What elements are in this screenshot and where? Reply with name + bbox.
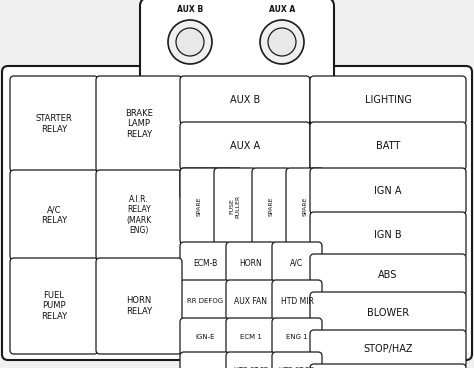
FancyBboxPatch shape (10, 258, 98, 354)
Text: A/C
RELAY: A/C RELAY (41, 205, 67, 225)
Circle shape (260, 20, 304, 64)
FancyBboxPatch shape (310, 364, 466, 368)
FancyBboxPatch shape (140, 0, 334, 86)
Text: ECM-B: ECM-B (193, 258, 217, 268)
FancyBboxPatch shape (272, 318, 322, 356)
FancyBboxPatch shape (272, 280, 322, 322)
FancyBboxPatch shape (180, 242, 230, 284)
Text: FUSE
PULLER: FUSE PULLER (229, 194, 240, 217)
Text: HORN: HORN (240, 258, 263, 268)
Text: RR DEFOG: RR DEFOG (187, 298, 223, 304)
Text: AUX A: AUX A (269, 6, 295, 14)
FancyBboxPatch shape (180, 76, 310, 124)
FancyBboxPatch shape (272, 242, 322, 284)
Text: STARTER
RELAY: STARTER RELAY (36, 114, 73, 134)
FancyBboxPatch shape (310, 254, 466, 296)
FancyBboxPatch shape (310, 292, 466, 334)
FancyBboxPatch shape (310, 168, 466, 214)
FancyBboxPatch shape (226, 318, 276, 356)
Text: BRAKE
LAMP
RELAY: BRAKE LAMP RELAY (125, 109, 153, 139)
Text: HORN
RELAY: HORN RELAY (126, 296, 152, 316)
Text: HTD ST-RR: HTD ST-RR (279, 367, 315, 368)
FancyBboxPatch shape (180, 168, 218, 244)
Text: LIGHTING: LIGHTING (365, 95, 411, 105)
Text: AUX B: AUX B (230, 95, 260, 105)
FancyBboxPatch shape (180, 352, 230, 368)
FancyBboxPatch shape (226, 352, 276, 368)
Text: SPARE: SPARE (302, 196, 308, 216)
FancyBboxPatch shape (180, 168, 242, 200)
FancyBboxPatch shape (310, 76, 466, 124)
Text: ECM 1: ECM 1 (240, 334, 262, 340)
Text: ABS: ABS (378, 270, 398, 280)
FancyBboxPatch shape (310, 122, 466, 170)
FancyBboxPatch shape (2, 66, 472, 360)
FancyBboxPatch shape (10, 170, 98, 260)
FancyBboxPatch shape (10, 76, 98, 172)
Text: ENG 1: ENG 1 (286, 334, 308, 340)
FancyBboxPatch shape (96, 170, 182, 260)
Text: FUEL
PUMP
RELAY: FUEL PUMP RELAY (41, 291, 67, 321)
FancyBboxPatch shape (96, 76, 182, 172)
Circle shape (268, 28, 296, 56)
Text: HTD MIR: HTD MIR (281, 297, 313, 305)
Text: SPARE: SPARE (268, 196, 273, 216)
FancyBboxPatch shape (214, 168, 256, 244)
FancyBboxPatch shape (180, 318, 230, 356)
Text: SPARE: SPARE (197, 196, 201, 216)
Text: BATT: BATT (376, 141, 400, 151)
Text: AUX FAN: AUX FAN (235, 297, 267, 305)
Circle shape (176, 28, 204, 56)
FancyBboxPatch shape (252, 168, 290, 244)
FancyBboxPatch shape (226, 280, 276, 322)
FancyBboxPatch shape (310, 330, 466, 368)
FancyBboxPatch shape (310, 212, 466, 258)
FancyBboxPatch shape (226, 242, 276, 284)
Text: A/C: A/C (291, 258, 303, 268)
Text: IGN B: IGN B (374, 230, 402, 240)
Text: HTD ST-FR: HTD ST-FR (234, 367, 268, 368)
FancyBboxPatch shape (180, 280, 230, 322)
Text: IGN-E: IGN-E (195, 334, 215, 340)
Text: IGN A: IGN A (374, 186, 402, 196)
Circle shape (168, 20, 212, 64)
FancyBboxPatch shape (272, 352, 322, 368)
FancyBboxPatch shape (180, 122, 310, 170)
Text: BLOWER: BLOWER (367, 308, 409, 318)
Text: STOP/HAZ: STOP/HAZ (363, 344, 413, 354)
FancyBboxPatch shape (286, 168, 324, 244)
FancyBboxPatch shape (96, 258, 182, 354)
Text: AUX A: AUX A (230, 141, 260, 151)
Text: AUX B: AUX B (177, 6, 203, 14)
Text: A.I.R.
RELAY
(MARK
ENG): A.I.R. RELAY (MARK ENG) (127, 195, 152, 235)
